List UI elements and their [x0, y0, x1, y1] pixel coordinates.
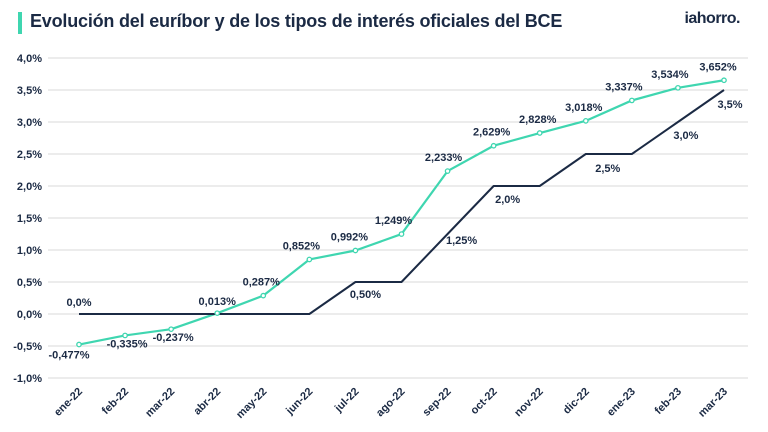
y-tick-label: 2,0% [17, 181, 42, 193]
data-point-euribor [306, 256, 313, 263]
data-point-euribor [490, 142, 497, 149]
y-tick-label: 0,0% [17, 309, 42, 321]
data-point-euribor [168, 326, 174, 333]
data-point-euribor [214, 310, 221, 317]
x-tick-label: jul-22 [332, 386, 362, 416]
x-tick-label: mar-22 [143, 386, 177, 420]
series-line-bce [79, 89, 725, 315]
brand-logo: iahorro. [684, 10, 740, 27]
y-tick-label: -0,5% [13, 341, 42, 353]
y-tick-label: 3,5% [17, 85, 42, 97]
title-accent-bar [18, 12, 22, 34]
x-tick-label: feb-22 [100, 386, 131, 417]
data-label-euribor: 2,629% [473, 127, 511, 139]
data-label-bce: 2,0% [495, 194, 520, 206]
x-tick-label: ago-22 [374, 386, 408, 420]
x-tick-label: ene-22 [52, 386, 85, 419]
data-label-bce: 2,5% [595, 163, 620, 175]
data-label-euribor: 3,652% [699, 61, 737, 73]
data-label-euribor: 2,828% [519, 114, 557, 126]
data-point-euribor [76, 341, 82, 348]
x-tick-label: abr-22 [191, 386, 223, 418]
y-tick-label: 1,0% [17, 245, 42, 257]
series-line-euribor [78, 79, 725, 346]
data-label-bce: 3,0% [673, 130, 698, 142]
data-point-euribor [582, 117, 589, 124]
y-tick-label: 3,0% [17, 117, 42, 129]
y-tick-label: 2,5% [17, 149, 42, 161]
data-point-euribor [675, 84, 681, 91]
data-label-euribor: 0,992% [331, 232, 369, 244]
y-tick-label: 4,0% [17, 53, 42, 65]
x-tick-label: oct-22 [468, 386, 499, 417]
data-label-bce: 3,5% [717, 99, 742, 111]
data-point-euribor [629, 97, 635, 104]
data-label-euribor: 3,018% [565, 102, 603, 114]
x-tick-label: ene-23 [605, 386, 638, 419]
data-point-euribor [352, 247, 359, 254]
data-label-euribor: 0,852% [283, 240, 321, 252]
data-label-euribor: -0,237% [153, 332, 194, 344]
data-label-euribor: 0,287% [243, 277, 281, 289]
data-point-euribor [536, 130, 543, 136]
data-label-euribor: 2,233% [425, 152, 463, 164]
data-label-euribor: 1,249% [375, 215, 413, 227]
x-tick-label: jun-22 [283, 386, 315, 418]
data-label-euribor: 3,337% [605, 81, 643, 93]
x-tick-label: mar-23 [696, 386, 730, 420]
x-tick-label: nov-22 [512, 386, 546, 420]
data-label-euribor: 0,013% [199, 296, 237, 308]
x-tick-label: feb-23 [653, 386, 684, 417]
y-tick-label: -1,0% [13, 373, 42, 385]
data-point-euribor [444, 168, 451, 174]
y-tick-label: 0,5% [17, 277, 42, 289]
data-point-euribor [721, 77, 727, 84]
data-label-euribor: 3,534% [651, 69, 689, 81]
data-label-bce: 0,50% [350, 289, 381, 301]
y-tick-label: 1,5% [17, 213, 42, 225]
chart-title: Evolución del euríbor y de los tipos de … [30, 11, 563, 31]
data-label-euribor: -0,477% [49, 350, 90, 362]
data-label-bce: 0,0% [66, 297, 91, 309]
x-tick-label: may-22 [234, 386, 269, 421]
x-tick-label: dic-22 [561, 386, 592, 417]
data-point-euribor [260, 292, 267, 299]
data-point-euribor [122, 332, 128, 339]
data-point-euribor [398, 231, 405, 237]
x-tick-label: sep-22 [421, 386, 454, 419]
data-label-bce: 1,25% [446, 235, 477, 247]
data-label-euribor: -0,335% [107, 338, 148, 350]
